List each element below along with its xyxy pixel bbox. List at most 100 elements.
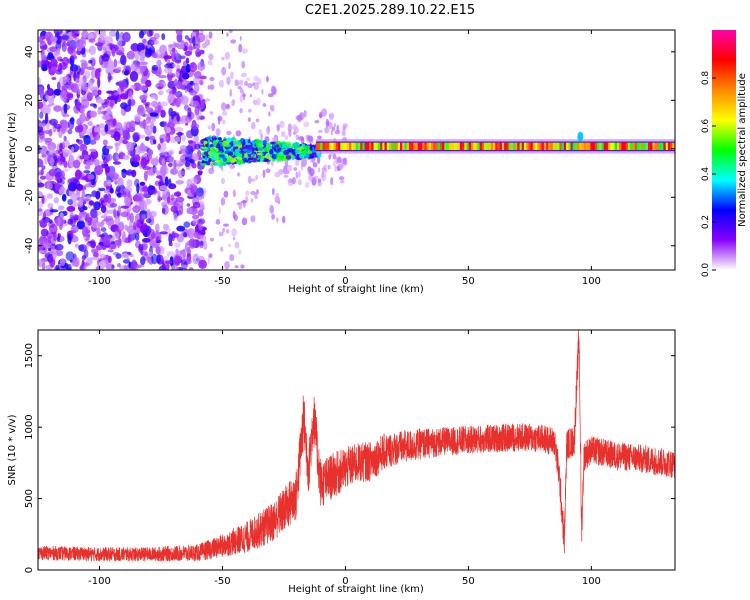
spectrogram-noise-blob bbox=[116, 192, 122, 198]
spectrogram-noise-blob bbox=[109, 30, 117, 37]
spectrogram-faint-blob bbox=[298, 136, 305, 141]
spectrogram-noise-blob bbox=[134, 232, 140, 241]
spectrogram-noise-blob bbox=[184, 122, 189, 126]
spectrogram-noise-blob bbox=[120, 54, 127, 66]
spectrogram-noise-blob bbox=[54, 243, 64, 251]
spectrogram-noise-blob bbox=[104, 123, 109, 133]
spectrogram-noise-blob bbox=[141, 186, 150, 192]
spectrogram-band-cell bbox=[245, 138, 249, 143]
spectrogram-noise-blob bbox=[128, 91, 133, 99]
spectrogram-faint-blob bbox=[274, 195, 280, 204]
spectrogram-noise-blob bbox=[199, 79, 204, 86]
spectrogram-line-cell bbox=[473, 142, 476, 150]
spectrogram-noise-blob bbox=[126, 169, 134, 176]
spectrogram-line-cell bbox=[346, 142, 350, 150]
spectrogram-noise-blob bbox=[185, 57, 190, 64]
spectrogram-noise-blob bbox=[146, 107, 154, 114]
spectrogram-noise-blob bbox=[159, 101, 168, 107]
spectrogram-noise-blob bbox=[70, 117, 75, 122]
spectrogram-faint-blob bbox=[225, 104, 231, 110]
spectrogram-band-cell bbox=[277, 147, 282, 151]
spectrogram-noise-blob bbox=[80, 59, 87, 63]
spectrogram-line-cell bbox=[439, 142, 443, 150]
spectrogram-band-cell bbox=[216, 147, 219, 152]
spectrogram-noise-blob bbox=[179, 249, 187, 260]
spectrogram-line-cell bbox=[632, 142, 635, 150]
spectrogram-noise-blob bbox=[85, 159, 94, 166]
spectrogram-band-cell bbox=[216, 162, 221, 167]
spectrogram-noise-blob bbox=[58, 62, 68, 70]
snr-x-tick-label: -100 bbox=[88, 576, 111, 587]
spectrogram-line-cell bbox=[358, 142, 361, 150]
spectrogram-faint-blob bbox=[247, 108, 252, 113]
spectrogram-noise-blob bbox=[149, 210, 157, 218]
spectrogram-noise-blob bbox=[102, 139, 108, 146]
spectrogram-line-cell bbox=[468, 142, 472, 150]
spectrogram-line-cell bbox=[349, 142, 352, 150]
spectrogram-noise-blob bbox=[194, 106, 200, 116]
spectrogram-line-cell bbox=[495, 142, 498, 150]
spectrogram-noise-blob bbox=[110, 172, 119, 180]
spectrogram-faint-blob bbox=[222, 110, 228, 116]
spectrogram-noise-blob bbox=[129, 212, 134, 224]
spectrogram-band-cell bbox=[276, 156, 281, 161]
spectrogram-faint-blob bbox=[231, 99, 236, 107]
spectrogram-line-cell bbox=[428, 142, 432, 150]
spectrogram-noise-blob bbox=[160, 109, 166, 118]
spectrogram-band-cell bbox=[248, 138, 251, 144]
spectrogram-noise-blob bbox=[141, 222, 148, 230]
spectrogram-line-cell bbox=[340, 142, 343, 150]
spectrogram-band-cell bbox=[288, 143, 291, 148]
spectrogram-noise-blob bbox=[117, 221, 125, 232]
spectrogram-faint-blob bbox=[265, 168, 271, 174]
spectrogram-noise-blob bbox=[72, 159, 81, 169]
spectrogram-faint-blob bbox=[224, 52, 230, 60]
spectrogram-noise-blob bbox=[67, 263, 72, 270]
spectrogram-faint-blob bbox=[209, 111, 214, 115]
spectrogram-noise-blob bbox=[115, 122, 123, 131]
spectrogram-faint-blob bbox=[209, 237, 214, 242]
spectrogram-noise-blob bbox=[58, 162, 65, 166]
spectrogram-noise-blob bbox=[188, 140, 197, 152]
spectrogram-band-cell bbox=[305, 152, 310, 159]
spectrogram-line-cell bbox=[504, 142, 507, 150]
spectrogram-noise-blob bbox=[136, 183, 140, 194]
spectrogram-noise-blob bbox=[164, 176, 169, 187]
spectrogram-noise-blob bbox=[96, 99, 105, 104]
spectrogram-band-cell bbox=[281, 142, 287, 148]
spectrogram-noise-blob bbox=[75, 77, 80, 84]
spectrogram-line-cell bbox=[404, 142, 407, 150]
spectrogram-line-cell bbox=[654, 142, 658, 150]
spectrogram-line-cell bbox=[420, 142, 423, 150]
spectrogram-faint-blob bbox=[208, 167, 215, 175]
spectrogram-noise-blob bbox=[122, 31, 131, 43]
spectrogram-noise-blob bbox=[71, 259, 79, 267]
spectrogram-noise-blob bbox=[170, 205, 178, 213]
spectrogram-faint-blob bbox=[239, 108, 243, 114]
spectrogram-noise-blob bbox=[49, 118, 58, 126]
spectrogram-line-cell bbox=[342, 142, 345, 150]
spectrogram-noise-blob bbox=[85, 229, 91, 234]
spectrogram-noise-blob bbox=[91, 248, 99, 254]
spectrogram-line-cell bbox=[422, 142, 425, 150]
spectrogram-y-tick-label: 0 bbox=[24, 146, 35, 152]
spectrogram-faint-blob bbox=[218, 231, 224, 237]
spectrogram-line-cell bbox=[353, 142, 356, 150]
spectrogram-noise-blob bbox=[152, 238, 157, 244]
spectrogram-faint-blob bbox=[234, 241, 240, 249]
spectrogram-band-cell bbox=[200, 146, 207, 149]
spectrogram-noise-blob bbox=[175, 248, 179, 255]
spectrogram-noise-blob bbox=[88, 200, 94, 206]
spectrogram-noise-blob bbox=[173, 255, 181, 266]
spectrogram-band-cell bbox=[233, 146, 235, 152]
spectrogram-faint-blob bbox=[275, 192, 280, 197]
spectrogram-noise-blob bbox=[148, 30, 154, 37]
spectrogram-noise-blob bbox=[198, 234, 204, 239]
spectrogram-faint-blob bbox=[284, 135, 289, 140]
spectrogram-band-cell bbox=[237, 140, 241, 144]
spectrogram-faint-blob bbox=[250, 198, 254, 203]
spectrogram-noise-blob bbox=[150, 157, 159, 166]
spectrogram-noise-blob bbox=[48, 103, 52, 107]
spectrogram-band-cell bbox=[269, 149, 274, 155]
spectrogram-line-cell bbox=[588, 142, 591, 150]
